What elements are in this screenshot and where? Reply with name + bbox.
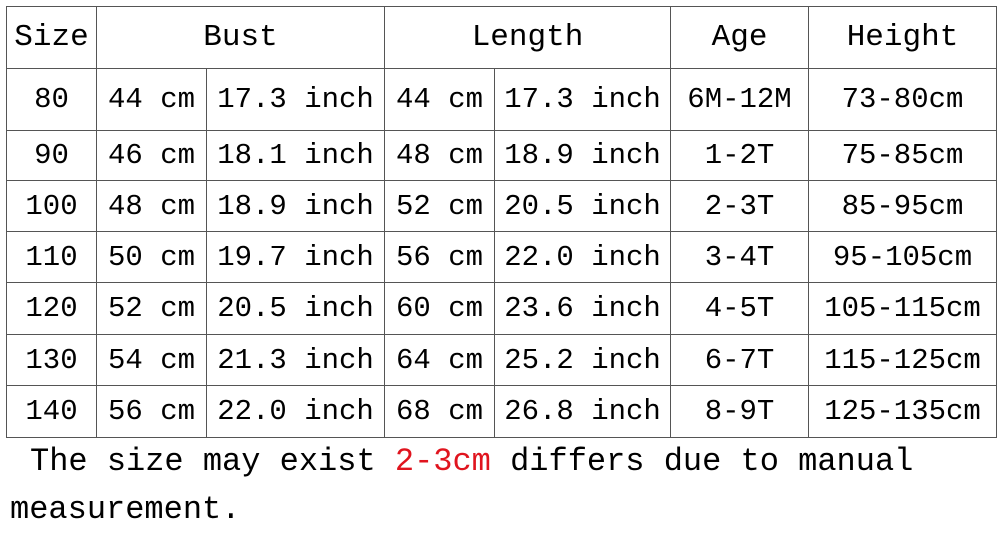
table-cell: 130: [6, 334, 97, 386]
table-cell: 21.3 inch: [205, 334, 386, 386]
table-row: 90 46 cm 18.1 inch 48 cm 18.9 inch 1-2T 75-85c…: [6, 130, 998, 181]
table-cell: 80: [6, 68, 97, 131]
table-cell: 110: [6, 231, 97, 283]
table-cell: 90: [6, 130, 97, 181]
table-cell: 17.3 inch: [494, 68, 672, 131]
table-cell: 6-7T: [670, 334, 810, 386]
table-cell: 100: [6, 180, 97, 232]
table-cell: 52 cm: [384, 180, 496, 232]
table-cell: 46 cm: [96, 130, 207, 181]
table-cell: 19.7 inch: [205, 231, 386, 283]
table-cell: 56 cm: [96, 385, 207, 438]
table-cell: 18.9 inch: [494, 130, 672, 181]
table-cell: 85-95cm: [808, 180, 998, 232]
table-cell: 125-135cm: [808, 385, 998, 438]
header-cell: Length: [384, 6, 672, 69]
header-cell: Bust: [95, 6, 386, 69]
table-row: 120 52 cm 20.5 inch 60 cm 23.6 inch 4-5T 105-1…: [6, 282, 998, 335]
table-cell: 22.0 inch: [494, 231, 672, 283]
table-cell: 3-4T: [670, 231, 810, 283]
table-cell: 52 cm: [96, 282, 207, 335]
table-cell: 20.5 inch: [205, 282, 386, 335]
note: The size may exist 2-3cm differs due to …: [10, 438, 960, 534]
table-cell: 4-5T: [670, 282, 810, 335]
table-cell: 1-2T: [670, 130, 810, 181]
table-cell: 18.1 inch: [205, 130, 386, 181]
table-cell: 48 cm: [96, 180, 207, 232]
table-cell: 120: [6, 282, 97, 335]
table-cell: 54 cm: [96, 334, 207, 386]
table-cell: 18.9 inch: [205, 180, 386, 232]
table-cell: 105-115cm: [808, 282, 998, 335]
table-row: 100 48 cm 18.9 inch 52 cm 20.5 inch 2-3T 85-95…: [6, 180, 998, 232]
table-cell: 8-9T: [670, 385, 810, 438]
table-row: 140 56 cm 22.0 inch 68 cm 26.8 inch 8-9T 125-1…: [6, 385, 998, 438]
header-cell: Height: [808, 6, 998, 69]
table-row: 80 44 cm 17.3 inch 44 cm 17.3 inch 6M-12M 73-8…: [6, 68, 998, 131]
table-cell: 22.0 inch: [205, 385, 386, 438]
table-cell: 48 cm: [384, 130, 496, 181]
table-cell: 2-3T: [670, 180, 810, 232]
table-cell: 6M-12M: [670, 68, 810, 131]
note-text: The size may exist: [30, 443, 376, 480]
table-cell: 60 cm: [384, 282, 496, 335]
table-cell: 68 cm: [384, 385, 496, 438]
table-cell: 140: [6, 385, 97, 438]
size-table: Size Bust Length Age Height 80 44 cm 17.3 inch…: [6, 6, 998, 438]
note-highlight: 2-3cm: [394, 443, 491, 480]
header-cell: Age: [670, 6, 810, 69]
table-cell: 95-105cm: [808, 231, 998, 283]
table-row: 110 50 cm 19.7 inch 56 cm 22.0 inch 3-4T 95-10…: [6, 231, 998, 283]
table-cell: 64 cm: [384, 334, 496, 386]
table-cell: 115-125cm: [808, 334, 998, 386]
header-row: Size Bust Length Age Height: [6, 6, 998, 69]
table-cell: 44 cm: [96, 68, 207, 131]
table-cell: 44 cm: [384, 68, 496, 131]
table-body: 80 44 cm 17.3 inch 44 cm 17.3 inch 6M-12M 73-8…: [6, 68, 998, 438]
table-cell: 73-80cm: [808, 68, 998, 131]
table-cell: 25.2 inch: [494, 334, 672, 386]
table-cell: 56 cm: [384, 231, 496, 283]
table-cell: 75-85cm: [808, 130, 998, 181]
header-cell: Size: [6, 6, 97, 69]
table-row: 130 54 cm 21.3 inch 64 cm 25.2 inch 6-7T 115-1…: [6, 334, 998, 386]
table-cell: 23.6 inch: [494, 282, 672, 335]
table-cell: 17.3 inch: [205, 68, 386, 131]
note-text: differs due to manual measurement.: [10, 443, 914, 528]
table-cell: 20.5 inch: [494, 180, 672, 232]
table-cell: 50 cm: [96, 231, 207, 283]
table-cell: 26.8 inch: [494, 385, 672, 438]
